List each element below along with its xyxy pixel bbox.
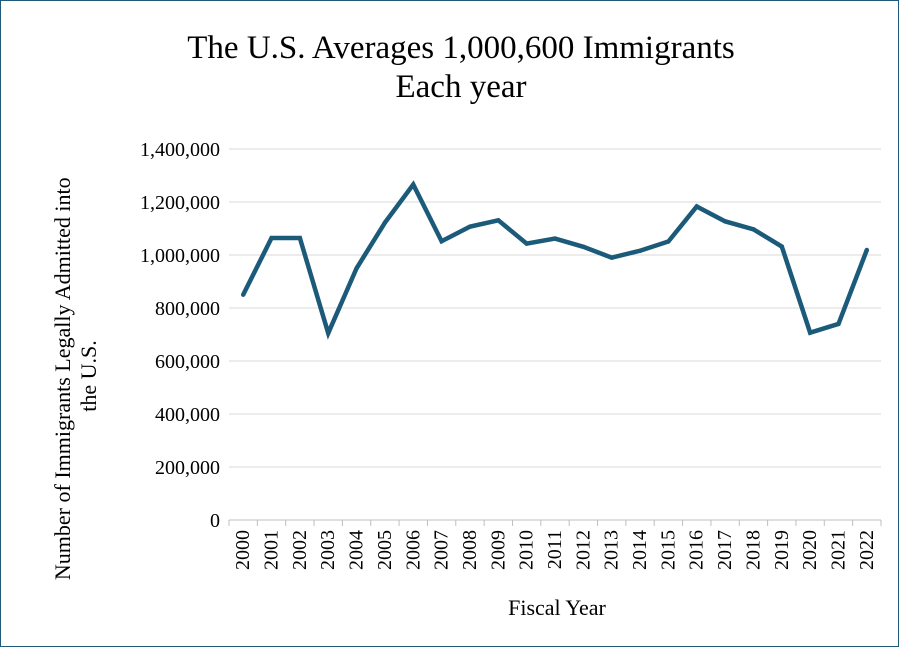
data-point (864, 247, 870, 253)
x-axis-ticks: 2000 2001 2002 2003 2004 2005 2006 2007 2008 2009… (228, 520, 882, 570)
data-point (722, 219, 728, 224)
data-point (467, 224, 473, 229)
data-point (297, 235, 303, 241)
data-point (411, 182, 416, 187)
x-tick-label: 2003 (317, 530, 339, 570)
data-point (439, 239, 444, 244)
x-tick-label: 2008 (459, 530, 481, 570)
x-tick-label: 2001 (261, 530, 283, 570)
data-point (269, 235, 274, 241)
series-group (240, 180, 870, 340)
x-tick-label: 2007 (431, 530, 453, 570)
y-tick-label: 0 (210, 510, 220, 532)
data-point (807, 330, 813, 335)
data-point (581, 244, 586, 249)
data-point (524, 241, 529, 246)
data-point (779, 244, 784, 249)
data-point (240, 292, 246, 297)
data-point (666, 239, 671, 244)
data-point (609, 255, 614, 260)
data-point (836, 321, 841, 327)
series-line (241, 180, 869, 340)
x-tick-label: 2000 (232, 530, 254, 570)
x-tick-label: 2005 (374, 530, 396, 570)
chart-title-line-1: The U.S. Averages 1,000,600 Immigrants (187, 30, 735, 66)
y-tick-label: 1,000,000 (140, 245, 220, 267)
x-tick-label: 2018 (742, 530, 764, 570)
x-tick-label: 2015 (657, 530, 679, 570)
x-tick-label: 2019 (771, 530, 793, 570)
x-tick-label: 2020 (799, 530, 821, 570)
data-point (354, 266, 359, 271)
x-tick-label: 2012 (572, 530, 594, 570)
data-point (382, 220, 388, 225)
x-axis-label: Fiscal Year (508, 595, 606, 620)
y-tick-label: 600,000 (155, 351, 220, 373)
y-tick-label: 800,000 (155, 298, 220, 320)
chart-title-line-2: Each year (395, 69, 527, 105)
x-tick-label: 2022 (856, 530, 878, 570)
data-point (326, 330, 331, 336)
x-tick-label: 2017 (714, 530, 736, 570)
y-axis-ticks: 0 200,000 400,000 600,000 800,000 1,000,000 1,… (140, 139, 220, 532)
data-point (751, 227, 756, 232)
x-tick-label: 2002 (289, 530, 311, 570)
x-tick-label: 2010 (516, 530, 538, 570)
x-tick-label: 2009 (487, 530, 509, 570)
y-axis-label-line-2: the U.S. (76, 340, 101, 412)
x-tick-label: 2016 (686, 530, 708, 570)
y-tick-label: 200,000 (155, 457, 220, 479)
y-axis-label-line-1: Number of Immigrants Legally Admitted in… (50, 177, 75, 580)
y-tick-label: 1,200,000 (140, 192, 220, 214)
y-tick-label: 400,000 (155, 404, 220, 426)
x-tick-label: 2011 (544, 530, 566, 569)
data-point (637, 248, 643, 253)
x-tick-label: 2021 (827, 530, 849, 570)
x-tick-label: 2006 (402, 530, 424, 570)
data-point (694, 204, 699, 209)
x-tick-label: 2004 (346, 530, 368, 570)
chart-title: The U.S. Averages 1,000,600 Immigrants E… (1, 29, 898, 107)
data-point (552, 236, 558, 241)
data-point (496, 218, 501, 223)
x-tick-label: 2013 (601, 530, 623, 570)
y-tick-label: 1,400,000 (140, 139, 220, 161)
x-tick-label: 2014 (629, 530, 651, 570)
y-axis-label: Number of Immigrants Legally Admitted in… (50, 172, 101, 580)
